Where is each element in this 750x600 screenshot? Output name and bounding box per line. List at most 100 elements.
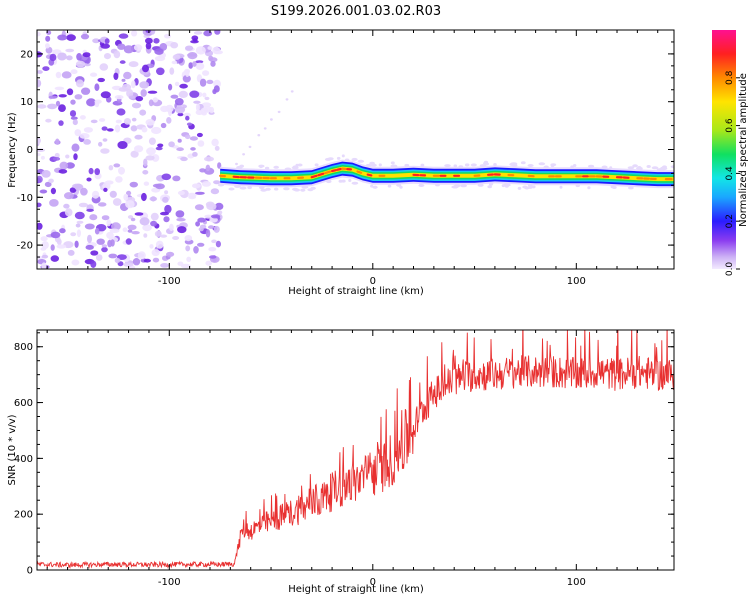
noise-blob xyxy=(178,90,188,98)
noise-blob xyxy=(61,71,72,79)
noise-blob xyxy=(189,90,200,98)
noise-blob xyxy=(54,86,65,91)
noise-blob xyxy=(209,217,218,223)
noise-blob xyxy=(134,134,143,140)
ridge-speckle xyxy=(247,186,252,190)
noise-blob xyxy=(54,152,60,159)
ridge-core-segment xyxy=(356,170,363,174)
noise-blob xyxy=(99,63,109,71)
noise-blob xyxy=(186,122,193,126)
noise-blob xyxy=(142,213,149,218)
noise-blob xyxy=(49,53,57,62)
noise-blob xyxy=(117,141,128,149)
noise-blob xyxy=(142,170,149,175)
noise-blob xyxy=(50,231,61,239)
noise-blob xyxy=(242,153,246,156)
ridge-speckle xyxy=(628,186,634,190)
noise-blob xyxy=(195,62,205,70)
noise-blob xyxy=(141,126,148,133)
snr-y-tick-label: 400 xyxy=(14,454,33,465)
noise-blob xyxy=(177,112,184,117)
noise-blob xyxy=(193,246,199,254)
noise-blob xyxy=(64,208,73,217)
noise-blob xyxy=(130,150,139,158)
ridge-speckle xyxy=(259,165,263,169)
ridge-speckle xyxy=(588,164,595,168)
ridge-speckle xyxy=(301,185,309,189)
noise-blob xyxy=(206,79,214,85)
noise-blob xyxy=(97,202,107,207)
noise-blob xyxy=(69,110,77,117)
noise-blobs xyxy=(37,30,294,269)
ridge-speckle xyxy=(470,163,477,167)
spectrogram-y-axis-label: Frequency (Hz) xyxy=(7,112,18,188)
noise-blob xyxy=(197,140,205,147)
noise-blob xyxy=(184,235,193,242)
noise-blob xyxy=(145,155,155,161)
noise-blob xyxy=(171,60,178,65)
noise-blob xyxy=(58,94,67,98)
noise-blob xyxy=(170,42,179,49)
noise-blob xyxy=(290,90,294,93)
noise-blob xyxy=(58,169,68,174)
noise-blob xyxy=(148,137,156,145)
ridge-speckle xyxy=(511,163,518,167)
noise-blob xyxy=(210,188,220,195)
noise-blob xyxy=(65,48,75,53)
noise-blob xyxy=(128,61,139,68)
noise-blob xyxy=(169,67,175,75)
ridge-speckle xyxy=(488,182,493,186)
noise-blob xyxy=(174,81,180,87)
noise-blob xyxy=(235,162,238,166)
noise-blob xyxy=(70,99,76,105)
ridge-speckle xyxy=(458,165,464,169)
noise-blob xyxy=(169,223,174,231)
noise-blob xyxy=(109,190,117,198)
noise-blob xyxy=(81,87,91,95)
noise-blob xyxy=(99,118,106,122)
noise-blob xyxy=(201,102,212,108)
ridge-speckle xyxy=(651,166,659,170)
noise-blob xyxy=(208,247,217,252)
noise-blob xyxy=(48,178,54,183)
ridge-speckle xyxy=(609,166,613,170)
ridge-core-segment xyxy=(366,173,373,177)
noise-blob xyxy=(83,127,93,133)
ridge-speckle xyxy=(239,186,247,190)
noise-blob xyxy=(214,145,220,151)
noise-blob xyxy=(98,141,103,147)
noise-blob xyxy=(172,54,181,60)
noise-blob xyxy=(139,217,150,226)
noise-blob xyxy=(75,79,84,88)
noise-blob xyxy=(108,253,118,259)
noise-blob xyxy=(134,212,144,216)
noise-blob xyxy=(55,100,61,107)
noise-blob xyxy=(71,259,80,266)
noise-blob xyxy=(185,245,191,252)
ridge-speckle xyxy=(543,165,549,169)
noise-blob xyxy=(127,229,133,233)
noise-blob xyxy=(83,62,91,67)
ridge-speckle xyxy=(550,164,555,168)
noise-blob xyxy=(168,141,175,148)
ridge-speckle xyxy=(234,184,241,188)
noise-blob xyxy=(285,98,289,101)
noise-blob xyxy=(257,134,261,137)
noise-blob xyxy=(90,250,99,256)
ridge-speckle xyxy=(314,163,319,167)
ridge-speckle xyxy=(378,163,382,167)
ridge-speckle xyxy=(610,185,615,189)
noise-blob xyxy=(90,260,97,268)
noise-blob xyxy=(160,263,170,268)
noise-blob xyxy=(97,77,105,83)
noise-blob xyxy=(139,109,147,116)
noise-blob xyxy=(135,96,144,102)
colorbar-gradient xyxy=(712,30,736,269)
noise-blob xyxy=(86,98,97,107)
noise-blob xyxy=(195,221,201,227)
noise-blob xyxy=(163,216,170,223)
noise-blob xyxy=(215,240,221,248)
spectrogram-x-tick-label: -100 xyxy=(158,276,181,287)
snr-x-tick-label: 0 xyxy=(370,577,376,588)
noise-blob xyxy=(270,118,273,121)
